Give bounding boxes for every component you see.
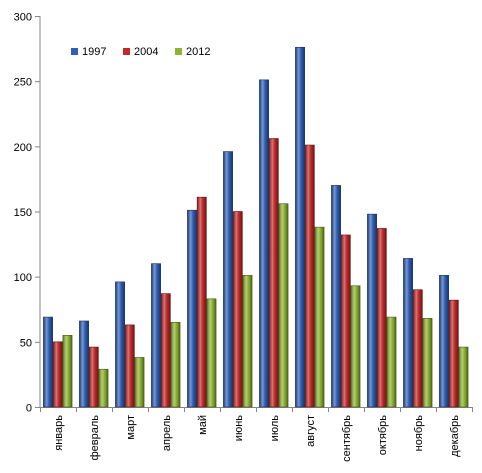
y-axis: 0 50 100 150 200 250 300	[14, 12, 41, 415]
x-tick-label: апрель	[161, 415, 173, 451]
y-tick-label: 300	[14, 12, 32, 24]
bar-1997-июнь	[223, 151, 233, 408]
x-tick-label: август	[305, 415, 317, 447]
bar-1997-декабрь	[439, 275, 449, 408]
bar-1997-ноябрь	[403, 258, 413, 408]
bar-2012-сентябрь	[350, 285, 361, 408]
x-tick-label: январь	[53, 415, 65, 451]
bar-2004-август	[304, 144, 315, 408]
x-tick-label: июль	[269, 415, 281, 442]
bar-2004-май	[196, 196, 207, 408]
bar-1997-июль	[259, 79, 269, 408]
bar-2012-декабрь	[458, 346, 469, 408]
bar-2012-июнь	[242, 275, 253, 408]
x-axis: январь февраль март апрель май июнь июль август…	[40, 407, 473, 462]
bar-2012-январь	[62, 335, 73, 408]
bar-1997-сентябрь	[331, 185, 341, 408]
bar-1997-март	[115, 281, 125, 408]
y-tick-label: 100	[14, 272, 32, 284]
legend-swatch	[123, 48, 130, 55]
y-tick-label: 250	[14, 77, 32, 89]
legend-swatch	[71, 48, 78, 55]
legend-label: 1997	[82, 46, 106, 58]
bar-2004-ноябрь	[412, 289, 423, 408]
y-tick-label: 200	[14, 142, 32, 154]
bar-2004-июль	[268, 138, 279, 408]
bar-1997-май	[187, 209, 197, 408]
bar-2004-февраль	[88, 346, 99, 408]
legend-swatch	[175, 48, 182, 55]
y-tick-label: 50	[20, 337, 32, 349]
y-tick-label: 0	[26, 403, 32, 415]
legend-label: 2004	[134, 46, 158, 58]
x-tick-label: декабрь	[449, 415, 461, 457]
y-tick-label: 150	[14, 207, 32, 219]
x-tick-label: сентябрь	[341, 415, 353, 462]
bar-2004-апрель	[160, 293, 171, 408]
x-tick-label: ноябрь	[413, 415, 425, 452]
bar-2004-декабрь	[448, 299, 459, 408]
bar-2004-октябрь	[376, 228, 387, 408]
x-tick-label: июнь	[233, 415, 245, 441]
bar-2012-апрель	[170, 321, 181, 408]
x-tick-label: октябрь	[377, 415, 389, 455]
x-tick-label: май	[197, 415, 209, 435]
bar-2012-октябрь	[386, 316, 397, 408]
bar-2012-ноябрь	[422, 318, 433, 408]
bar-2004-июнь	[232, 211, 243, 408]
legend: 1997 2004 2012	[71, 46, 210, 58]
bar-2012-май	[206, 298, 217, 408]
x-tick-label: март	[125, 415, 137, 440]
bar-2012-август	[314, 226, 325, 408]
bar-2004-март	[124, 324, 135, 408]
bar-2004-сентябрь	[340, 234, 351, 408]
bar-1997-апрель	[151, 263, 161, 408]
bar-2004-январь	[52, 341, 63, 408]
legend-label: 2012	[186, 46, 210, 58]
bar-2012-февраль	[98, 368, 109, 408]
bar-2012-июль	[278, 203, 289, 408]
bar-1997-февраль	[79, 320, 89, 408]
bar-2012-март	[134, 357, 145, 408]
bar-1997-январь	[43, 316, 53, 408]
bar-1997-октябрь	[367, 213, 377, 408]
x-tick-label: февраль	[89, 415, 101, 461]
bar-1997-август	[295, 46, 305, 408]
bars	[43, 46, 469, 408]
